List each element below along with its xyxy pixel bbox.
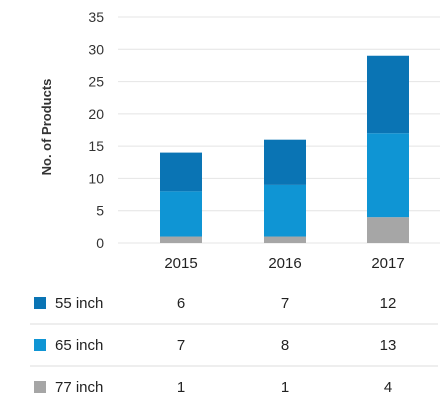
y-tick-label-5: 5 [96, 203, 104, 219]
legend-label-65-inch: 65 inch [55, 337, 103, 354]
bar-2017-65-inch [367, 133, 409, 218]
bars [160, 55, 409, 243]
bar-2016-77-inch [264, 236, 306, 243]
x-category-2015: 2015 [164, 255, 197, 272]
y-tick-label-25: 25 [88, 74, 104, 90]
legend-swatch-65-inch [34, 339, 46, 351]
legend-swatch-55-inch [34, 297, 46, 309]
table-cell-2017-55-inch: 12 [380, 295, 397, 312]
y-tick-label-0: 0 [96, 235, 104, 251]
y-axis-ticks: 0 5 10 15 20 25 30 35 [88, 9, 104, 251]
legend-label-77-inch: 77 inch [55, 379, 103, 396]
table-cell-2016-65-inch: 8 [281, 337, 289, 354]
legend-label-55-inch: 55 inch [55, 295, 103, 312]
x-axis-categories: 2015 2016 2017 [164, 255, 404, 272]
data-table: 55 inch 6 7 12 65 inch 7 8 13 77 inch 1 1 4 [30, 295, 438, 396]
x-category-2017: 2017 [371, 255, 404, 272]
y-tick-label-10: 10 [88, 170, 104, 186]
table-cell-2015-55-inch: 6 [177, 295, 185, 312]
table-cell-2017-77-inch: 4 [384, 379, 392, 396]
bar-2015-65-inch [160, 191, 202, 237]
bar-2017-55-inch [367, 55, 409, 134]
y-tick-label-30: 30 [88, 41, 104, 57]
y-tick-label-20: 20 [88, 106, 104, 122]
table-cell-2017-65-inch: 13 [380, 337, 397, 354]
bar-2015-77-inch [160, 236, 202, 243]
y-axis-label: No. of Products [39, 79, 54, 176]
y-tick-label-35: 35 [88, 9, 104, 25]
bar-2015-55-inch [160, 152, 202, 192]
legend-swatch-77-inch [34, 381, 46, 393]
x-category-2016: 2016 [268, 255, 301, 272]
y-tick-label-15: 15 [88, 138, 104, 154]
table-cell-2015-77-inch: 1 [177, 379, 185, 396]
bar-2016-55-inch [264, 139, 306, 185]
table-cell-2016-77-inch: 1 [281, 379, 289, 396]
table-cell-2016-55-inch: 7 [281, 295, 289, 312]
bar-2017-77-inch [367, 217, 409, 243]
table-cell-2015-65-inch: 7 [177, 337, 185, 354]
bar-2016-65-inch [264, 184, 306, 237]
